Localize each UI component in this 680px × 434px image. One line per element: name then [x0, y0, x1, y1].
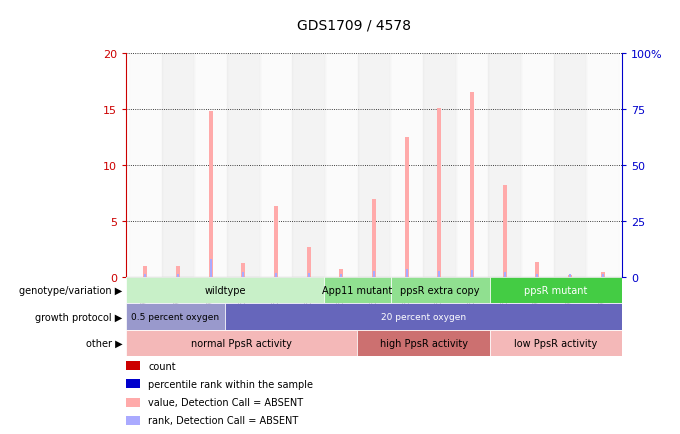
Bar [225, 304, 622, 330]
Bar [503, 186, 507, 277]
Bar [470, 93, 474, 277]
Bar [129, 54, 162, 277]
Bar [325, 54, 358, 277]
Bar [358, 330, 490, 356]
Bar [586, 54, 619, 277]
Bar [143, 266, 148, 277]
Bar [177, 274, 179, 277]
Bar [126, 380, 139, 388]
Text: low PpsR activity: low PpsR activity [514, 339, 598, 348]
Text: high PpsR activity: high PpsR activity [379, 339, 468, 348]
Bar [373, 271, 375, 277]
Bar [324, 277, 390, 304]
Bar [274, 207, 278, 277]
Bar [144, 274, 146, 277]
Text: 0.5 percent oxygen: 0.5 percent oxygen [131, 312, 220, 321]
Text: rank, Detection Call = ABSENT: rank, Detection Call = ABSENT [148, 415, 299, 425]
Text: other ▶: other ▶ [86, 339, 122, 348]
Bar [126, 304, 225, 330]
Text: ppsR mutant: ppsR mutant [524, 286, 588, 296]
Bar [307, 247, 311, 277]
Bar [456, 54, 488, 277]
Bar [126, 398, 139, 407]
Bar [390, 54, 423, 277]
Bar [537, 274, 539, 277]
Bar [126, 330, 358, 356]
Bar [521, 54, 554, 277]
Text: App11 mutant: App11 mutant [322, 286, 392, 296]
Bar [535, 263, 539, 277]
Bar [307, 273, 310, 277]
Bar [126, 277, 324, 304]
Bar [209, 259, 211, 277]
Bar [600, 273, 605, 277]
Bar [490, 330, 622, 356]
Bar [292, 54, 325, 277]
Bar [126, 416, 139, 425]
Bar [405, 270, 408, 277]
Bar [340, 274, 343, 277]
Bar [390, 277, 490, 304]
Bar [438, 271, 441, 277]
Bar [209, 112, 213, 277]
Text: value, Detection Call = ABSENT: value, Detection Call = ABSENT [148, 397, 303, 407]
Bar [241, 264, 245, 277]
Bar [423, 54, 456, 277]
Bar [372, 199, 376, 277]
Text: ppsR extra copy: ppsR extra copy [401, 286, 480, 296]
Bar [504, 272, 506, 277]
Text: normal PpsR activity: normal PpsR activity [191, 339, 292, 348]
Bar [602, 274, 604, 277]
Bar [162, 54, 194, 277]
Bar [176, 266, 180, 277]
Bar [260, 54, 292, 277]
Text: wildtype: wildtype [204, 286, 246, 296]
Bar [569, 274, 571, 277]
Text: 20 percent oxygen: 20 percent oxygen [381, 312, 466, 321]
Bar [339, 270, 343, 277]
Text: GDS1709 / 4578: GDS1709 / 4578 [296, 19, 411, 33]
Bar [275, 273, 277, 277]
Bar [405, 138, 409, 277]
Bar [437, 109, 441, 277]
Bar [126, 361, 139, 370]
Bar [554, 54, 586, 277]
Bar [242, 273, 244, 277]
Bar [488, 54, 521, 277]
Text: percentile rank within the sample: percentile rank within the sample [148, 379, 313, 389]
Bar [227, 54, 260, 277]
Text: growth protocol ▶: growth protocol ▶ [35, 312, 122, 322]
Bar [471, 270, 473, 277]
Bar [568, 275, 572, 277]
Text: count: count [148, 361, 175, 371]
Bar [194, 54, 227, 277]
Bar [490, 277, 622, 304]
Bar [358, 54, 390, 277]
Text: genotype/variation ▶: genotype/variation ▶ [19, 286, 122, 296]
